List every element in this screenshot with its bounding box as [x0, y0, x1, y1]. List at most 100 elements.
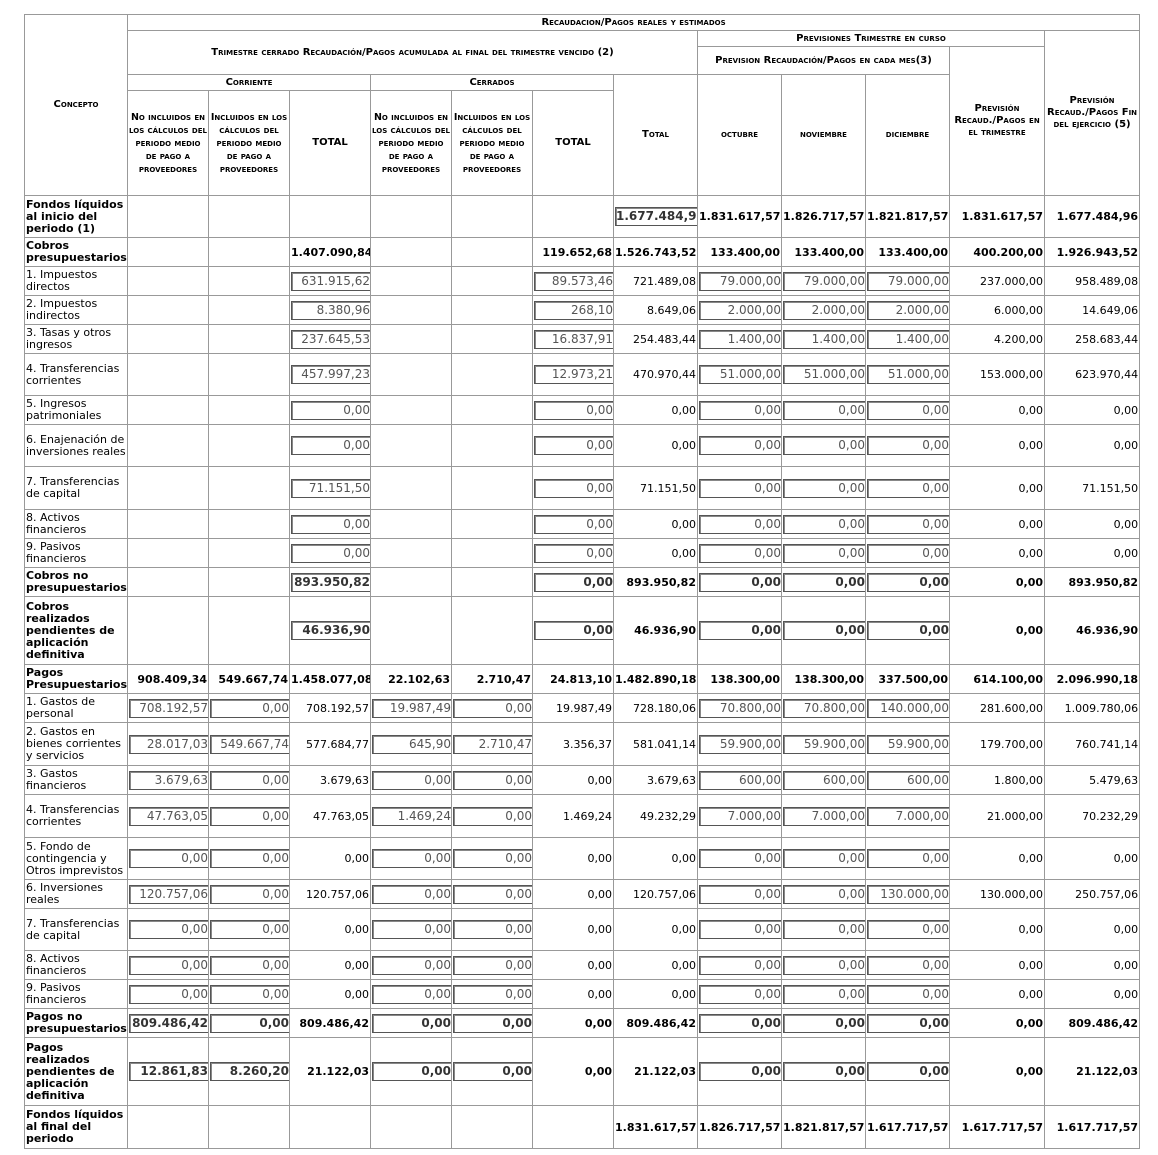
- input-field[interactable]: 0,00: [129, 955, 208, 975]
- input-field[interactable]: 3.679,63: [129, 770, 208, 790]
- input-field[interactable]: 0,00: [210, 920, 289, 939]
- input-field[interactable]: 0,00: [699, 478, 781, 498]
- input-field[interactable]: 2.000,00: [699, 300, 781, 320]
- input-field[interactable]: 0,00: [291, 543, 370, 563]
- input-field[interactable]: 0,00: [867, 955, 949, 975]
- input-field[interactable]: 0,00: [699, 884, 781, 904]
- input-field[interactable]: 16.837,91: [534, 329, 613, 349]
- input-field[interactable]: 0,00: [129, 920, 208, 939]
- input-field[interactable]: 0,00: [210, 849, 289, 868]
- input-field[interactable]: 0,00: [453, 698, 532, 718]
- input-field[interactable]: 0,00: [453, 770, 532, 790]
- input-field[interactable]: 600,00: [699, 770, 781, 790]
- input-field[interactable]: 457.997,23: [291, 365, 370, 384]
- input-field[interactable]: 0,00: [867, 1013, 949, 1033]
- input-field[interactable]: 0,00: [453, 806, 532, 826]
- input-field[interactable]: 0,00: [699, 400, 781, 420]
- input-field[interactable]: 0,00: [372, 1062, 451, 1081]
- input-field[interactable]: 631.915,62: [291, 271, 370, 291]
- input-field[interactable]: 46.936,90: [291, 621, 370, 640]
- input-field[interactable]: 2.710,47: [453, 734, 532, 754]
- input-field[interactable]: 0,00: [783, 478, 865, 498]
- input-field[interactable]: 0,00: [867, 400, 949, 420]
- input-field[interactable]: 0,00: [783, 849, 865, 868]
- input-field[interactable]: 0,00: [453, 955, 532, 975]
- input-field[interactable]: 12.973,21: [534, 365, 613, 384]
- input-field[interactable]: 0,00: [699, 984, 781, 1004]
- input-field[interactable]: 0,00: [783, 436, 865, 455]
- input-field[interactable]: 0,00: [783, 984, 865, 1004]
- input-field[interactable]: 0,00: [867, 621, 949, 640]
- input-field[interactable]: 0,00: [699, 1062, 781, 1081]
- input-field[interactable]: 0,00: [783, 621, 865, 640]
- input-field[interactable]: 0,00: [783, 1062, 865, 1081]
- input-field[interactable]: 47.763,05: [129, 806, 208, 826]
- input-field[interactable]: 0,00: [867, 478, 949, 498]
- input-field[interactable]: 645,90: [372, 734, 451, 754]
- input-field[interactable]: 70.800,00: [783, 698, 865, 718]
- input-field[interactable]: 708.192,57: [129, 698, 208, 718]
- input-field[interactable]: 268,10: [534, 300, 613, 320]
- input-field[interactable]: 0,00: [699, 572, 781, 592]
- input-field[interactable]: 549.667,74: [210, 734, 289, 754]
- input-field[interactable]: 0,00: [783, 955, 865, 975]
- input-field[interactable]: 0,00: [699, 1013, 781, 1033]
- input-field[interactable]: 1.400,00: [699, 329, 781, 349]
- input-field[interactable]: 1.400,00: [867, 329, 949, 349]
- input-field[interactable]: 8.380,96: [291, 300, 370, 320]
- input-field[interactable]: 0,00: [291, 514, 370, 534]
- input-field[interactable]: 0,00: [372, 920, 451, 939]
- input-field[interactable]: 8.260,20: [210, 1062, 289, 1081]
- input-field[interactable]: 0,00: [783, 572, 865, 592]
- input-field[interactable]: 28.017,03: [129, 734, 208, 754]
- input-field[interactable]: 0,00: [783, 1013, 865, 1033]
- input-field[interactable]: 0,00: [699, 920, 781, 939]
- input-field[interactable]: 0,00: [867, 1062, 949, 1081]
- input-field[interactable]: 0,00: [783, 514, 865, 534]
- input-field[interactable]: 0,00: [453, 849, 532, 868]
- input-field[interactable]: 0,00: [210, 1013, 289, 1033]
- input-field[interactable]: 0,00: [453, 884, 532, 904]
- input-field[interactable]: 0,00: [783, 400, 865, 420]
- input-field[interactable]: 89.573,46: [534, 271, 613, 291]
- input-field[interactable]: 130.000,00: [867, 884, 949, 904]
- input-field[interactable]: 79.000,00: [783, 271, 865, 291]
- input-field[interactable]: 0,00: [210, 698, 289, 718]
- input-field[interactable]: 59.900,00: [867, 734, 949, 754]
- input-field[interactable]: 0,00: [867, 436, 949, 455]
- input-field[interactable]: 0,00: [534, 400, 613, 420]
- input-field[interactable]: 59.900,00: [699, 734, 781, 754]
- input-field[interactable]: 7.000,00: [699, 806, 781, 826]
- input-field[interactable]: 51.000,00: [699, 365, 781, 384]
- input-field[interactable]: 0,00: [453, 1062, 532, 1081]
- input-field[interactable]: 893.950,82: [291, 572, 370, 592]
- input-field[interactable]: 12.861,83: [129, 1062, 208, 1081]
- input-field[interactable]: 79.000,00: [699, 271, 781, 291]
- input-field[interactable]: 0,00: [372, 770, 451, 790]
- input-field[interactable]: 0,00: [867, 849, 949, 868]
- input-field[interactable]: 0,00: [372, 984, 451, 1004]
- input-field[interactable]: 70.800,00: [699, 698, 781, 718]
- input-field[interactable]: 0,00: [783, 543, 865, 563]
- input-field[interactable]: 0,00: [699, 955, 781, 975]
- input-field[interactable]: 0,00: [783, 884, 865, 904]
- input-field[interactable]: 0,00: [783, 920, 865, 939]
- input-field[interactable]: 0,00: [699, 849, 781, 868]
- input-field[interactable]: 0,00: [453, 984, 532, 1004]
- input-field[interactable]: 0,00: [372, 1013, 451, 1033]
- input-field[interactable]: 2.000,00: [867, 300, 949, 320]
- input-field[interactable]: 0,00: [699, 543, 781, 563]
- input-field[interactable]: 0,00: [534, 514, 613, 534]
- input-field[interactable]: 19.987,49: [372, 698, 451, 718]
- input-field[interactable]: 0,00: [699, 621, 781, 640]
- input-field[interactable]: 1.677.484,96: [615, 207, 697, 226]
- input-field[interactable]: 0,00: [210, 884, 289, 904]
- input-field[interactable]: 0,00: [372, 955, 451, 975]
- input-field[interactable]: 0,00: [534, 543, 613, 563]
- input-field[interactable]: 0,00: [210, 955, 289, 975]
- input-field[interactable]: 2.000,00: [783, 300, 865, 320]
- input-field[interactable]: 600,00: [783, 770, 865, 790]
- input-field[interactable]: 0,00: [372, 884, 451, 904]
- input-field[interactable]: 237.645,53: [291, 329, 370, 349]
- input-field[interactable]: 0,00: [291, 436, 370, 455]
